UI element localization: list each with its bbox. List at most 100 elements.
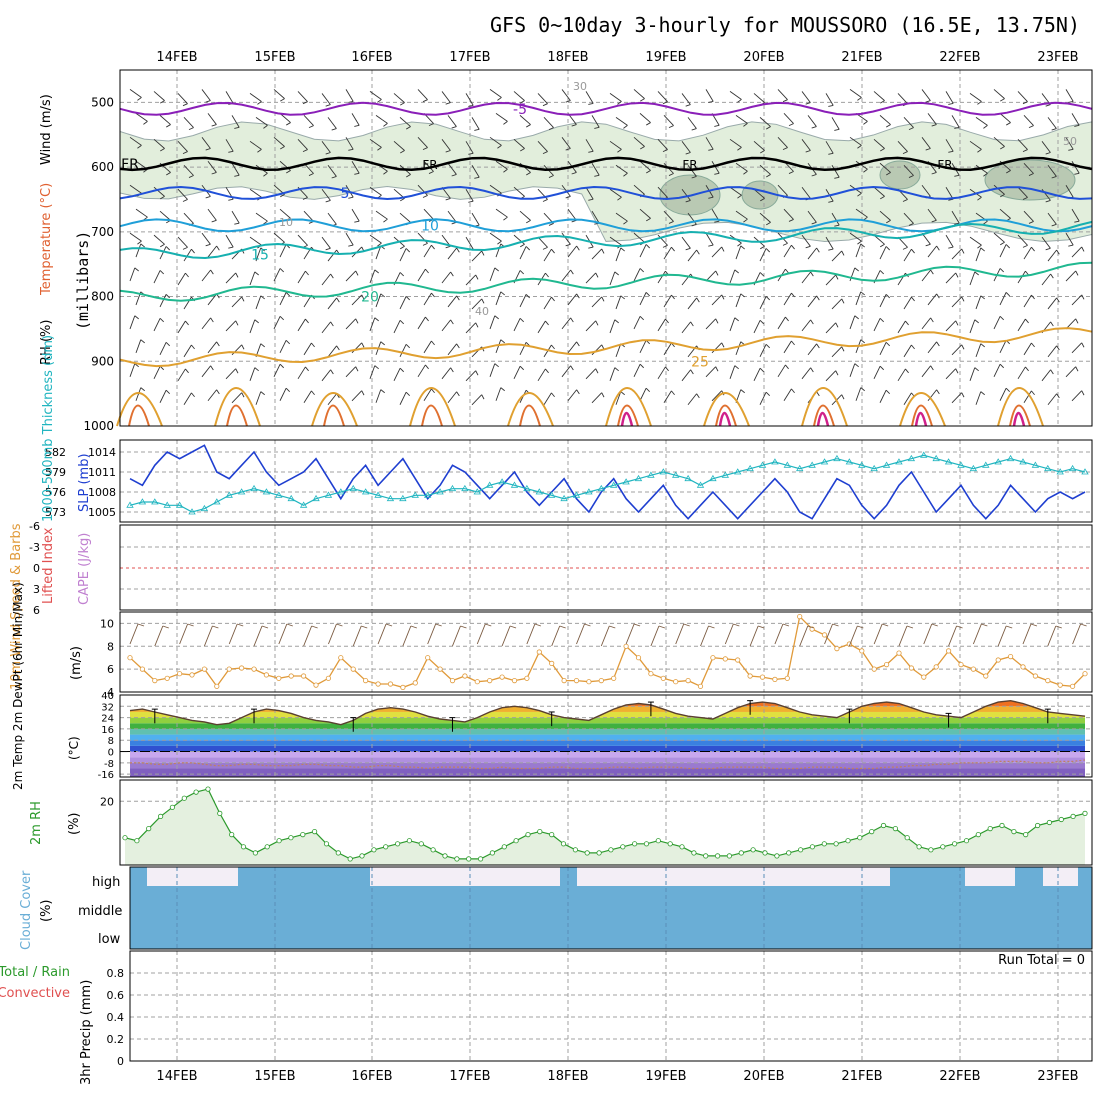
rh2m-marker: [643, 841, 650, 847]
wind-barb: [399, 344, 407, 358]
wind-barb-flag: [671, 390, 675, 396]
wind-barb: [615, 343, 622, 358]
wind-barb: [687, 393, 697, 406]
wind-barb-flag: [857, 240, 862, 245]
wind-barb: [663, 342, 672, 356]
thickness-marker: [634, 474, 643, 482]
wind-barb: [513, 91, 525, 101]
wind-barb-flag: [668, 125, 674, 129]
date-label-top: 21FEB: [841, 50, 882, 65]
wind-barb: [927, 245, 937, 258]
wind10m-barb-flag: [559, 625, 566, 629]
wind-barb: [927, 341, 937, 354]
wind-barb: [537, 141, 548, 152]
wind-barb: [711, 161, 720, 174]
wind10m-marker: [127, 655, 133, 661]
wind-barb: [1047, 393, 1057, 406]
wind-barb-flag: [623, 172, 628, 177]
wind-barb: [543, 296, 552, 310]
wind-barb-flag: [481, 298, 485, 304]
wind-barb-flag: [383, 170, 388, 175]
wind-barb: [873, 91, 885, 101]
wind-barb: [513, 138, 525, 149]
wind-barb-flag: [308, 173, 314, 176]
wind-barb-flag: [1081, 342, 1085, 348]
wind-barb-flag: [263, 220, 268, 225]
wind10m-marker: [747, 673, 753, 679]
rh2m-marker: [892, 825, 899, 832]
wind-barb: [303, 390, 312, 403]
wind10m-marker: [1082, 671, 1088, 677]
wind-barb-flag: [188, 127, 194, 131]
wind-barb: [759, 391, 767, 405]
wind-barb: [735, 341, 742, 356]
wind-barb: [183, 212, 194, 224]
cloud-axis-unit: (%): [39, 900, 54, 923]
wind-barb: [705, 270, 717, 282]
rh2m-marker: [1070, 813, 1076, 820]
wind-barb-flag: [216, 245, 220, 251]
wind-barb: [849, 232, 862, 242]
wind-barb-flag: [503, 168, 508, 173]
wind-barb: [273, 232, 285, 243]
wind-barb-flag: [422, 147, 428, 151]
rh2m-marker: [667, 841, 673, 847]
wind-barb: [465, 188, 474, 202]
rh2m-marker: [394, 841, 401, 847]
wind-barb-flag: [834, 176, 840, 179]
rh2m-marker: [181, 795, 187, 801]
wind-barb-flag: [1074, 172, 1080, 175]
panel-wind10m: 4 6 8 10 10m Wind Speed & Barbs (m/s): [9, 523, 1093, 699]
wind-barb: [399, 296, 407, 310]
wind-barb-flag: [737, 194, 742, 199]
wind-barb: [633, 232, 645, 243]
wind-barb: [207, 341, 217, 354]
wind-barb-flag: [445, 102, 451, 105]
wind-barb: [663, 115, 674, 126]
wind-barb-flag: [210, 269, 214, 275]
wind-barb: [897, 141, 908, 152]
wind-barb: [729, 365, 736, 379]
precip-tick: 0.8: [107, 967, 125, 980]
warm-isotherm-loop: [801, 387, 848, 427]
temp2m-tick: 24: [101, 714, 114, 725]
wind-barb-flag: [576, 245, 580, 251]
wind-barb: [705, 137, 714, 150]
wind-barb: [663, 246, 672, 260]
wind-barb: [465, 370, 477, 382]
wind-barb-flag: [211, 172, 217, 175]
rh2m-marker: [489, 850, 495, 856]
rh2m-marker: [999, 822, 1005, 829]
wind-barb-flag: [880, 148, 885, 152]
wind-barb-flag: [595, 368, 599, 374]
wind10m-marker: [313, 682, 319, 688]
wind-barb-flag: [279, 316, 284, 321]
wind-barb: [633, 268, 641, 282]
isotherm-label: 10: [421, 218, 439, 234]
wind-barb: [681, 369, 691, 382]
wind-barb-flag: [355, 318, 359, 324]
wind-barb-flag: [400, 150, 405, 154]
cloud-gap: [1043, 867, 1078, 886]
wind-barb: [225, 91, 234, 104]
wind-barb-flag: [302, 197, 308, 200]
wind-barb-flag: [708, 196, 714, 199]
wind-barb-flag: [520, 243, 525, 248]
date-label-bottom: 14FEB: [156, 1069, 197, 1084]
warm-isotherm-loop: [519, 404, 541, 427]
wind-barb-flag: [422, 242, 428, 246]
wind-barb-flag: [646, 217, 651, 222]
warm-isotherm-loop: [617, 404, 639, 427]
wind-barb: [687, 212, 697, 225]
wind10m-axis-unit: (m/s): [69, 646, 84, 680]
wind-barb-flag: [785, 268, 789, 274]
wind-barb: [951, 344, 963, 356]
wind-barb: [783, 208, 794, 220]
wind10m-barb-flag: [609, 625, 616, 629]
wind-barb-flag: [425, 268, 429, 274]
wind-barb-flag: [450, 271, 454, 277]
wind-barb-flag: [1045, 199, 1051, 203]
wind-barb: [321, 369, 331, 382]
wind-barb-flag: [503, 216, 508, 221]
wind-barb-flag: [1075, 366, 1079, 372]
